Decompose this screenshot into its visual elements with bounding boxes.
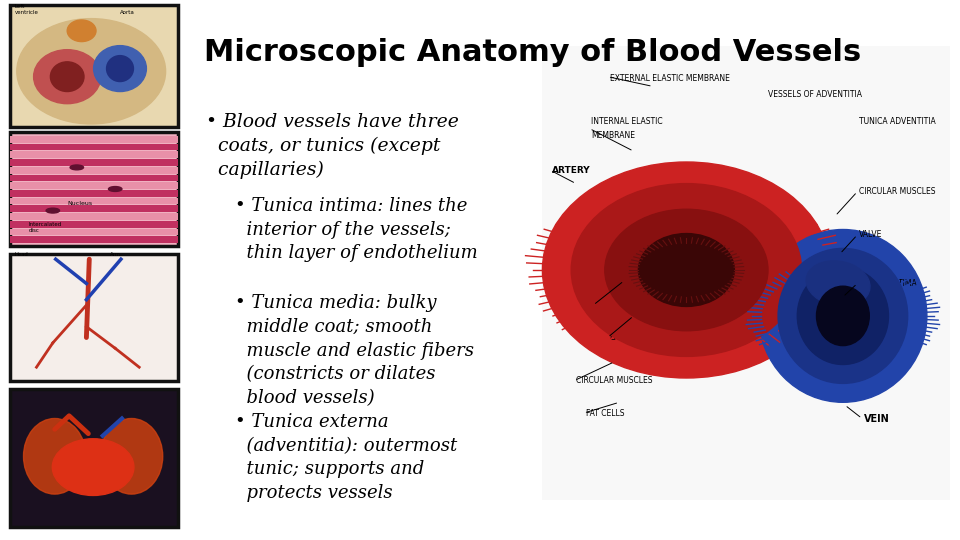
Text: MEMBRANE: MEMBRANE bbox=[591, 131, 636, 139]
Ellipse shape bbox=[816, 286, 870, 346]
Ellipse shape bbox=[46, 208, 60, 213]
Ellipse shape bbox=[34, 50, 101, 104]
Ellipse shape bbox=[806, 261, 870, 306]
Text: CIRCULAR MUSCLES: CIRCULAR MUSCLES bbox=[859, 187, 936, 196]
Bar bbox=[10, 237, 178, 243]
Ellipse shape bbox=[571, 184, 802, 356]
Bar bbox=[10, 389, 178, 526]
Text: • Tunica media: bulky
  middle coat; smooth
  muscle and elastic fibers
  (const: • Tunica media: bulky middle coat; smoot… bbox=[235, 294, 474, 407]
Ellipse shape bbox=[638, 233, 734, 306]
Text: Nucleus: Nucleus bbox=[67, 201, 92, 206]
Ellipse shape bbox=[67, 20, 96, 42]
Ellipse shape bbox=[51, 62, 84, 91]
Bar bbox=[10, 183, 178, 189]
Text: • Tunica externa
  (adventitia): outermost
  tunic; supports and
  protects vess: • Tunica externa (adventitia): outermost… bbox=[235, 413, 458, 502]
Bar bbox=[10, 144, 178, 151]
Text: ARTERY: ARTERY bbox=[552, 166, 590, 174]
Text: • Blood vessels have three
  coats, or tunics (except
  capillaries): • Blood vessels have three coats, or tun… bbox=[206, 113, 459, 179]
Text: TUNICA INTIMA: TUNICA INTIMA bbox=[859, 279, 917, 288]
Bar bbox=[10, 132, 178, 246]
Text: TUNICA INTIMA: TUNICA INTIMA bbox=[595, 301, 653, 309]
Ellipse shape bbox=[16, 18, 166, 124]
Text: VESSELS OF ADVENTITIA: VESSELS OF ADVENTITIA bbox=[768, 90, 862, 99]
Bar bbox=[10, 5, 178, 127]
Text: FAT CELLS: FAT CELLS bbox=[586, 409, 624, 417]
Bar bbox=[10, 159, 178, 166]
Ellipse shape bbox=[101, 418, 163, 494]
Bar bbox=[10, 167, 178, 173]
Ellipse shape bbox=[23, 418, 86, 494]
Ellipse shape bbox=[52, 438, 134, 496]
Text: Left
ventricle: Left ventricle bbox=[14, 4, 38, 15]
Bar bbox=[10, 254, 178, 381]
Ellipse shape bbox=[93, 45, 146, 91]
Text: EXTERNAL ELASTIC MEMBRANE: EXTERNAL ELASTIC MEMBRANE bbox=[610, 74, 730, 83]
Ellipse shape bbox=[107, 56, 133, 82]
Ellipse shape bbox=[70, 165, 84, 170]
Bar bbox=[10, 205, 178, 212]
Text: TUNICA ADVENTITIA: TUNICA ADVENTITIA bbox=[859, 117, 936, 126]
Bar bbox=[10, 174, 178, 181]
Bar bbox=[10, 221, 178, 227]
Ellipse shape bbox=[758, 230, 927, 402]
Bar bbox=[542, 46, 950, 500]
Text: Arm: Arm bbox=[110, 253, 121, 258]
Text: CIRCULAR MUSCLES: CIRCULAR MUSCLES bbox=[576, 376, 653, 385]
Text: ENDOTHELIUM: ENDOTHELIUM bbox=[610, 333, 665, 342]
Text: Microscopic Anatomy of Blood Vessels: Microscopic Anatomy of Blood Vessels bbox=[204, 38, 861, 67]
Bar bbox=[10, 151, 178, 158]
Text: VEIN: VEIN bbox=[864, 414, 890, 423]
Ellipse shape bbox=[542, 162, 830, 378]
Text: • Tunica intima: lines the
  interior of the vessels;
  thin layer of endotheliu: • Tunica intima: lines the interior of t… bbox=[235, 197, 478, 262]
Ellipse shape bbox=[778, 248, 908, 383]
Bar bbox=[10, 198, 178, 205]
Text: VALVE: VALVE bbox=[859, 231, 882, 239]
Bar bbox=[10, 190, 178, 197]
Text: Head: Head bbox=[14, 253, 28, 258]
Bar bbox=[10, 213, 178, 220]
Text: INTERNAL ELASTIC: INTERNAL ELASTIC bbox=[591, 117, 663, 126]
Ellipse shape bbox=[605, 209, 768, 330]
Text: Aorta: Aorta bbox=[120, 10, 134, 15]
Ellipse shape bbox=[108, 186, 122, 192]
Ellipse shape bbox=[797, 267, 889, 365]
Text: Intercalated
disc: Intercalated disc bbox=[29, 222, 62, 233]
Bar bbox=[10, 228, 178, 235]
Bar bbox=[10, 136, 178, 143]
